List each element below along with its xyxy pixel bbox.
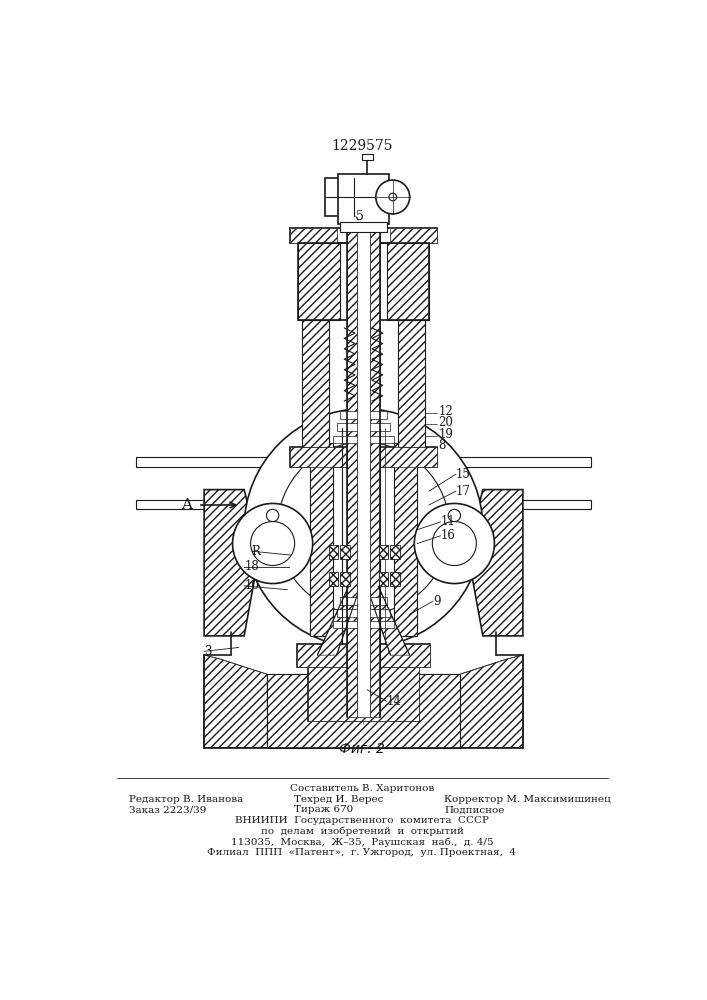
Polygon shape [395, 443, 417, 636]
Circle shape [233, 503, 312, 584]
Text: Подписное: Подписное [444, 805, 505, 814]
Polygon shape [291, 447, 437, 466]
Text: Тираж 670: Тираж 670 [294, 805, 354, 814]
Text: 15: 15 [456, 468, 471, 481]
Polygon shape [296, 644, 431, 667]
Circle shape [448, 509, 460, 522]
Text: 19: 19 [438, 428, 453, 441]
Bar [340, 222, 387, 232]
Text: 14: 14 [387, 695, 402, 708]
Text: 8: 8 [438, 439, 445, 452]
Bar [340, 411, 387, 419]
Polygon shape [310, 443, 333, 636]
Text: Фиг. 2: Фиг. 2 [339, 742, 385, 756]
Bar [333, 620, 395, 628]
Polygon shape [460, 655, 523, 748]
Text: 10: 10 [244, 579, 259, 592]
Bar [370, 220, 380, 717]
Bar [379, 572, 388, 586]
Bar [356, 220, 370, 717]
Text: 5: 5 [356, 210, 363, 223]
Circle shape [376, 180, 409, 214]
Bar [379, 545, 388, 559]
Bar [329, 545, 338, 559]
Polygon shape [390, 228, 437, 243]
Bar [329, 572, 338, 586]
Text: 20: 20 [438, 416, 453, 429]
Text: Филиал  ППП  «Патент»,  г. Ужгород,  ул. Проектная,  4: Филиал ППП «Патент», г. Ужгород, ул. Про… [207, 848, 516, 857]
Circle shape [244, 409, 483, 647]
Polygon shape [398, 320, 425, 447]
Bar [340, 597, 387, 605]
Text: 9: 9 [433, 595, 440, 608]
Circle shape [250, 521, 295, 566]
Text: Корректор М. Максимишинец: Корректор М. Максимишинец [444, 795, 611, 804]
Polygon shape [308, 667, 419, 721]
Polygon shape [204, 490, 259, 636]
Circle shape [267, 509, 279, 522]
Text: 113035,  Москва,  Ж–35,  Раушская  наб.,  д. 4/5: 113035, Москва, Ж–35, Раушская наб., д. … [230, 838, 493, 847]
Polygon shape [467, 490, 523, 636]
Text: 3: 3 [204, 645, 211, 658]
Text: Заказ 2223/39: Заказ 2223/39 [129, 805, 206, 814]
Text: 1229575: 1229575 [331, 139, 392, 153]
Polygon shape [298, 243, 340, 320]
Text: R: R [252, 545, 261, 558]
Bar [325, 178, 382, 216]
Text: Редактор В. Иванова: Редактор В. Иванова [129, 795, 243, 804]
Circle shape [414, 503, 494, 584]
Text: 17: 17 [456, 485, 471, 498]
Bar [340, 572, 350, 586]
Text: 12: 12 [438, 405, 453, 418]
Circle shape [433, 521, 477, 566]
Polygon shape [204, 655, 267, 748]
Bar [337, 423, 390, 431]
Bar [362, 154, 373, 160]
Bar [337, 609, 390, 617]
Bar [390, 545, 399, 559]
Text: A: A [181, 498, 192, 512]
Polygon shape [291, 447, 437, 466]
Text: 11: 11 [440, 515, 455, 528]
Text: Составитель В. Харитонов: Составитель В. Харитонов [290, 784, 434, 793]
Polygon shape [302, 320, 329, 447]
Bar [298, 243, 429, 320]
Bar [333, 436, 395, 443]
Polygon shape [296, 644, 431, 667]
Text: по  делам  изобретений  и  открытий: по делам изобретений и открытий [260, 827, 463, 836]
Circle shape [278, 442, 450, 614]
Bar [136, 457, 271, 466]
Polygon shape [366, 586, 409, 655]
Bar [456, 500, 590, 509]
Bar [340, 545, 350, 559]
Polygon shape [308, 667, 419, 721]
Polygon shape [317, 586, 361, 655]
Polygon shape [460, 655, 523, 748]
Text: ВНИИПИ  Государственного  комитета  СССР: ВНИИПИ Государственного комитета СССР [235, 816, 489, 825]
Bar [456, 457, 590, 466]
Polygon shape [291, 228, 337, 243]
Text: Техред И. Верес: Техред И. Верес [294, 795, 384, 804]
Bar [347, 220, 356, 717]
Circle shape [389, 193, 397, 201]
Text: 16: 16 [440, 529, 455, 542]
Bar [338, 174, 389, 224]
Bar [390, 572, 399, 586]
Polygon shape [204, 655, 267, 748]
Bar [136, 500, 271, 509]
Polygon shape [387, 243, 429, 320]
Polygon shape [267, 674, 460, 748]
Text: 18: 18 [244, 560, 259, 573]
Polygon shape [291, 228, 437, 243]
